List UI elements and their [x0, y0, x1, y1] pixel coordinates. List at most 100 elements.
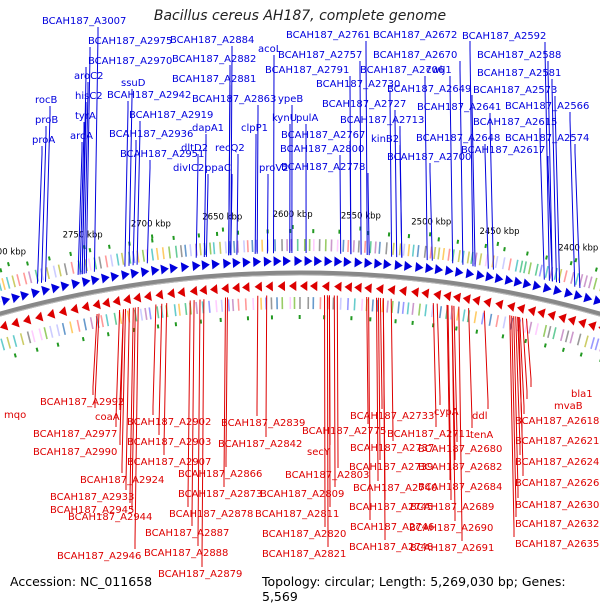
reverse-gene-label: mvaB [554, 401, 583, 412]
forward-gene-label: kynU [272, 113, 297, 124]
reverse-gene-label: BCAH187_A2680 [418, 444, 502, 455]
cog-bar [539, 265, 542, 277]
reverse-gene-arrow [255, 282, 262, 292]
forward-gene-arrow [485, 272, 494, 282]
forward-gene-arrow [364, 258, 372, 268]
reverse-gene-arrow [266, 281, 273, 291]
reverse-gene-arrow [190, 286, 198, 296]
forward-leader-line [368, 173, 369, 255]
cog-bar [448, 249, 450, 261]
reverse-gene-arrow [411, 287, 419, 297]
forward-gene-label: BCAH187_A2641 [417, 102, 501, 113]
cog-bar [145, 308, 147, 320]
cog-bar [413, 245, 414, 257]
forward-gene-arrow [404, 261, 412, 271]
forward-leader-line [360, 61, 361, 255]
forward-gene-arrow [314, 256, 322, 266]
forward-gene-arrow [61, 282, 70, 292]
forward-gene-label: divIC2 [173, 163, 204, 174]
reverse-gene-arrow [322, 281, 329, 291]
cog-bar [106, 314, 108, 326]
reverse-gene-label: BCAH187_A2887 [145, 528, 229, 539]
cog-bar [39, 329, 42, 341]
gc-tick [596, 268, 597, 272]
cog-bar [233, 299, 234, 311]
reverse-leader-line [337, 296, 338, 468]
forward-gene-label: kinB2 [371, 134, 399, 145]
forward-gene-label: BCAH187_A2617 [461, 145, 545, 156]
reverse-leader-line [257, 296, 258, 416]
cog-bar [24, 273, 27, 285]
reverse-gene-arrow [507, 302, 515, 312]
reverse-gene-label: BCAH187_A2733 [350, 411, 434, 422]
cog-bar [229, 241, 230, 253]
cog-bar [71, 262, 73, 274]
forward-gene-label: dltD2 [181, 143, 208, 154]
forward-gene-arrow [476, 270, 485, 280]
cog-bar [354, 298, 355, 310]
reverse-gene-label: BCAH187_A2839 [221, 418, 305, 429]
cog-bar [548, 326, 551, 338]
cog-bar [117, 254, 119, 266]
cog-bar [253, 298, 254, 310]
forward-leader-line [237, 154, 238, 255]
cog-bar [157, 248, 158, 260]
reverse-gene-arrow [453, 293, 461, 303]
cog-bar [520, 261, 522, 273]
forward-gene-label: aroA [70, 131, 93, 142]
gc-tick [27, 262, 28, 266]
reverse-gene-arrow [310, 281, 317, 291]
forward-gene-label: BCAH187_A2884 [170, 35, 254, 46]
cog-bar [84, 319, 86, 331]
reverse-gene-label: BCAH187_A2924 [80, 475, 164, 486]
cog-bar [434, 247, 435, 259]
forward-leader-line [575, 144, 580, 288]
gc-tick [563, 348, 564, 352]
cog-bar [354, 240, 355, 252]
forward-gene-arrow [170, 264, 178, 274]
forward-gene-label: BCAH187_A2700 [387, 152, 471, 163]
reverse-gene-label: BCAH187_A2684 [418, 482, 502, 493]
cog-bar [561, 329, 564, 341]
reverse-gene-arrow [35, 312, 43, 322]
cog-bar [214, 242, 215, 254]
reverse-leader-line [367, 297, 368, 424]
gc-tick [476, 330, 477, 334]
cog-bar [190, 244, 191, 256]
reverse-gene-arrow [93, 299, 101, 309]
reverse-gene-arrow [334, 282, 342, 292]
cog-bar [169, 246, 170, 258]
cog-bar [412, 303, 413, 315]
cog-bar [163, 247, 164, 259]
cog-bar [566, 331, 569, 343]
cog-bar [7, 277, 10, 289]
cog-bar [101, 315, 103, 327]
cog-bar [244, 240, 245, 252]
cog-bar [200, 243, 201, 255]
gc-tick [58, 343, 59, 347]
reverse-gene-arrow [483, 298, 491, 308]
reverse-gene-arrow [376, 284, 384, 294]
reverse-gene-arrow [11, 318, 19, 328]
reverse-gene-arrow [399, 286, 407, 296]
gc-tick [152, 238, 153, 242]
forward-gene-arrow [505, 275, 514, 285]
cog-bar [595, 339, 598, 351]
gc-tick [456, 326, 457, 330]
forward-gene-arrow [181, 262, 189, 272]
forward-gene-label: BCAH187_A2648 [416, 133, 500, 144]
cog-bar [496, 315, 498, 327]
forward-gene-arrow [523, 278, 532, 288]
forward-gene-label: BCAH187_A2670 [373, 50, 457, 61]
reverse-gene-arrow [517, 304, 525, 314]
kbp-tick-mark [497, 242, 498, 246]
forward-gene-label: BCAH187_A2573 [473, 85, 557, 96]
forward-gene-arrow [141, 267, 150, 277]
cog-bar [529, 322, 532, 334]
forward-gene-label: clpP1 [241, 123, 268, 134]
forward-gene-arrow [82, 277, 91, 287]
cog-bar [185, 303, 186, 315]
reverse-gene-label: BCAH187_A2682 [418, 462, 502, 473]
cog-bar [181, 245, 182, 257]
forward-gene-label: BCAH187_A2919 [129, 110, 213, 121]
